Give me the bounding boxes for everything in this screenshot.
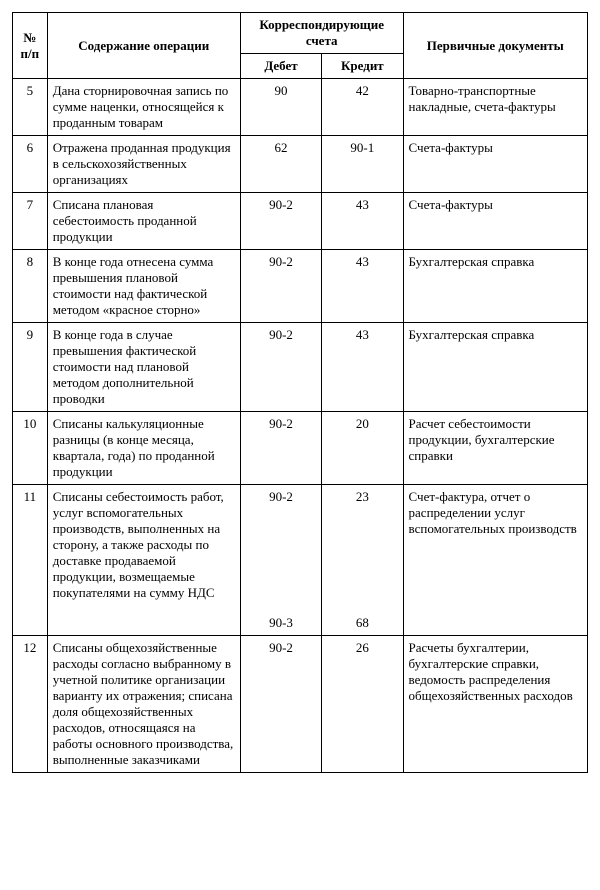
cell-credit-value: 23: [327, 489, 397, 505]
accounting-operations-table: № п/п Содержание операции Корреспондирую…: [12, 12, 588, 773]
cell-num: 11: [13, 485, 48, 636]
cell-description: В конце года отнесена сумма превышения п…: [47, 250, 240, 323]
cell-num: 8: [13, 250, 48, 323]
cell-credit: 43: [322, 250, 403, 323]
cell-debit: 62: [240, 136, 321, 193]
cell-credit: 26: [322, 636, 403, 773]
cell-description: Списаны себестоимость работ, услуг вспом…: [47, 485, 240, 636]
table-row: 6Отражена проданная продукция в сельскох…: [13, 136, 588, 193]
cell-num: 7: [13, 193, 48, 250]
table-header: № п/п Содержание операции Корреспондирую…: [13, 13, 588, 79]
cell-description: Дана сторнировочная запись по сумме наце…: [47, 79, 240, 136]
cell-credit: 42: [322, 79, 403, 136]
cell-debit: 90: [240, 79, 321, 136]
table-row: 12Списаны общехозяйственные расходы согл…: [13, 636, 588, 773]
cell-debit: 90-2: [240, 193, 321, 250]
cell-documents: Счет-фактура, отчет о распределении услу…: [403, 485, 587, 636]
header-credit: Кредит: [322, 54, 403, 79]
cell-description: Списана плановая себестоимость проданной…: [47, 193, 240, 250]
cell-credit: 23 68: [322, 485, 403, 636]
cell-credit: 43: [322, 193, 403, 250]
cell-debit: 90-2: [240, 636, 321, 773]
header-accounts-group: Корреспондирующие счета: [240, 13, 403, 54]
cell-num: 6: [13, 136, 48, 193]
cell-description: Списаны калькуляционные разницы (в конце…: [47, 412, 240, 485]
cell-num: 9: [13, 323, 48, 412]
cell-debit-value-2: 90-3: [246, 615, 316, 631]
table-row: 5Дана сторнировочная запись по сумме нац…: [13, 79, 588, 136]
cell-description: Отражена проданная продукция в сельскохо…: [47, 136, 240, 193]
header-debit: Дебет: [240, 54, 321, 79]
header-documents: Первичные документы: [403, 13, 587, 79]
cell-documents: Расчет себестоимости продукции, бухгалте…: [403, 412, 587, 485]
cell-debit: 90-2 90-3: [240, 485, 321, 636]
cell-debit: 90-2: [240, 250, 321, 323]
cell-num: 10: [13, 412, 48, 485]
table-row: 7Списана плановая себестоимость проданно…: [13, 193, 588, 250]
cell-documents: Счета-фактуры: [403, 193, 587, 250]
cell-description: В конце года в случае превышения фактиче…: [47, 323, 240, 412]
cell-credit-value-2: 68: [327, 615, 397, 631]
cell-debit: 90-2: [240, 323, 321, 412]
cell-documents: Бухгалтерская справка: [403, 250, 587, 323]
cell-credit: 43: [322, 323, 403, 412]
cell-documents: Счета-фактуры: [403, 136, 587, 193]
table-row: 9В конце года в случае превышения фактич…: [13, 323, 588, 412]
table-row: 10Списаны калькуляционные разницы (в кон…: [13, 412, 588, 485]
header-description: Содержание операции: [47, 13, 240, 79]
header-num: № п/п: [13, 13, 48, 79]
cell-documents: Бухгалтерская справка: [403, 323, 587, 412]
table-row: 8В конце года отнесена сумма превышения …: [13, 250, 588, 323]
table-body: 5Дана сторнировочная запись по сумме нац…: [13, 79, 588, 773]
cell-documents: Расчеты бухгалтерии, бухгалтерские справ…: [403, 636, 587, 773]
cell-description: Списаны общехозяйственные расходы соглас…: [47, 636, 240, 773]
cell-debit-value: 90-2: [246, 489, 316, 505]
cell-credit: 20: [322, 412, 403, 485]
cell-debit: 90-2: [240, 412, 321, 485]
cell-documents: Товарно-транспортные накладные, счета-фа…: [403, 79, 587, 136]
cell-credit: 90-1: [322, 136, 403, 193]
cell-num: 12: [13, 636, 48, 773]
table-row: 11Списаны себестоимость работ, услуг всп…: [13, 485, 588, 636]
cell-num: 5: [13, 79, 48, 136]
